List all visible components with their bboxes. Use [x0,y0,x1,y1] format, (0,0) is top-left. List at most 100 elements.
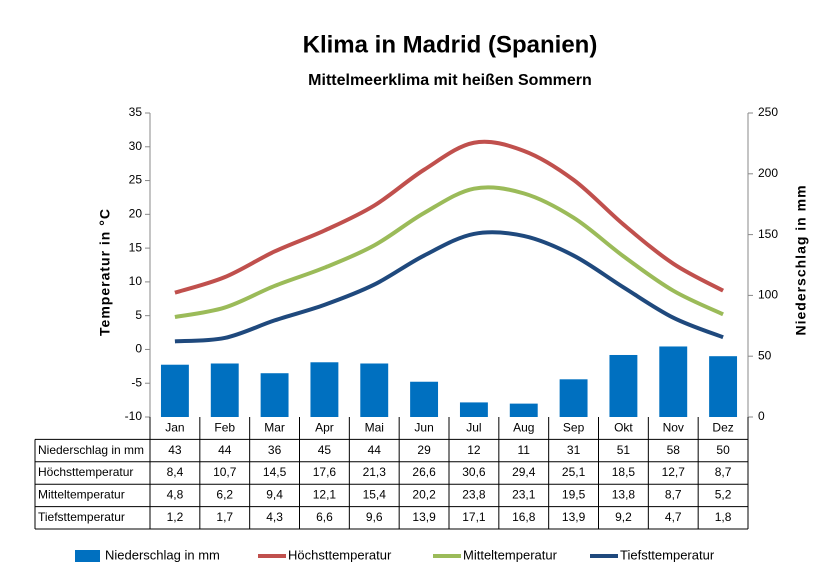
x-tick-label: Sep [563,420,585,434]
table-cell: 8,4 [167,465,184,479]
x-tick-label: Mai [365,420,384,434]
x-tick-label: Aug [513,420,534,434]
y-tick-label: 30 [129,139,143,153]
y-tick-label: 35 [129,105,143,119]
y-tick-label: 25 [129,173,143,187]
table-cell: 23,8 [462,488,486,502]
line [174,230,724,344]
table-row-header: Tiefsttemperatur [38,510,125,524]
x-tick-label: Apr [315,420,334,434]
bar [310,362,339,417]
legend-label: Mitteltemperatur [463,547,558,562]
table-cell: 44 [218,443,232,457]
table-cell: 10,7 [213,465,237,479]
table-cell: 17,1 [462,510,486,524]
y-tick-label: 15 [129,240,143,254]
bar [260,373,289,417]
table-cell: 1,7 [216,510,233,524]
bar [509,403,538,417]
bar [609,354,638,417]
table-cell: 31 [567,443,581,457]
table-cell: 1,2 [167,510,184,524]
table-cell: 12,1 [313,488,337,502]
legend-swatch [75,550,100,562]
y-tick-label: 20 [129,207,143,221]
table-cell: 12,7 [662,465,686,479]
table-cell: 12 [467,443,481,457]
bar [210,363,239,417]
table-cell: 13,9 [412,510,436,524]
table-cell: 6,2 [216,488,233,502]
chart-title: Klima in Madrid (Spanien) [303,31,598,58]
table-cell: 8,7 [715,465,732,479]
y-tick-label: -5 [131,375,142,389]
table-row-header: Mitteltemperatur [38,488,125,502]
x-tick-label: Okt [614,420,633,434]
table-cell: 9,4 [266,488,283,502]
bar [709,356,738,417]
y2-tick-label: 0 [758,409,765,423]
table-cell: 29,4 [512,465,536,479]
bar [559,379,588,417]
line [174,185,724,319]
table-cell: 4,7 [665,510,682,524]
bar [410,381,439,417]
x-tick-label: Dez [712,420,733,434]
table-cell: 4,8 [167,488,184,502]
y2-tick-label: 50 [758,348,772,362]
table-cell: 36 [268,443,282,457]
bar [160,364,189,417]
table-cell: 25,1 [562,465,586,479]
table-cell: 29 [417,443,431,457]
y2-axis-title: Niederschlag in mm [793,184,809,335]
y-tick-label: 5 [135,308,142,322]
table-cell: 14,5 [263,465,287,479]
x-tick-label: Jul [466,420,481,434]
table-cell: 30,6 [462,465,486,479]
x-tick-label: Nov [663,420,684,434]
y-tick-label: -10 [125,409,143,423]
table-cell: 13,9 [562,510,586,524]
line [174,139,725,295]
table-cell: 8,7 [665,488,682,502]
x-tick-label: Feb [214,420,235,434]
legend-label: Niederschlag in mm [105,547,220,562]
table-cell: 15,4 [363,488,387,502]
table-cell: 9,2 [615,510,632,524]
table-cell: 17,6 [313,465,337,479]
table-cell: 4,3 [266,510,283,524]
table-cell: 20,2 [412,488,436,502]
table-cell: 6,6 [316,510,333,524]
y2-tick-label: 100 [758,288,778,302]
y2-tick-label: 200 [758,166,778,180]
y-tick-label: 0 [135,342,142,356]
table-cell: 43 [168,443,182,457]
y2-tick-label: 250 [758,105,778,119]
table-cell: 16,8 [512,510,536,524]
table-cell: 44 [368,443,382,457]
x-tick-label: Jun [414,420,433,434]
table-row-header: Niederschlag in mm [38,443,144,457]
table-cell: 50 [716,443,730,457]
x-tick-label: Jan [165,420,184,434]
legend-label: Höchsttemperatur [288,547,392,562]
table-cell: 1,8 [715,510,732,524]
y-tick-label: 10 [129,274,143,288]
y-axis-title: Temperatur in °C [97,208,113,336]
table-cell: 11 [518,443,531,457]
table-cell: 18,5 [612,465,636,479]
table-cell: 5,2 [715,488,732,502]
bar [360,363,389,417]
table-cell: 26,6 [412,465,436,479]
table-cell: 23,1 [512,488,536,502]
bar [459,402,488,417]
table-cell: 51 [617,443,631,457]
table-row-header: Höchsttemperatur [38,465,133,479]
table-cell: 19,5 [562,488,586,502]
table-cell: 21,3 [363,465,387,479]
legend-label: Tiefsttemperatur [620,547,715,562]
bar [659,346,688,417]
x-tick-label: Mar [264,420,285,434]
